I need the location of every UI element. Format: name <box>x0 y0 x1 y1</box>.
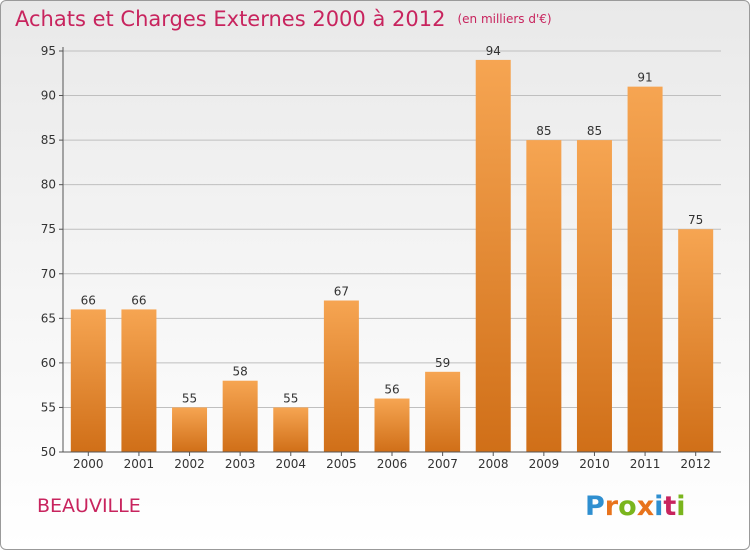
y-tick-label: 65 <box>41 311 56 325</box>
data-label: 66 <box>131 293 146 307</box>
bar-2000 <box>70 309 106 452</box>
data-label: 75 <box>688 213 703 227</box>
y-tick-label: 55 <box>41 400 56 414</box>
logo-letter: x <box>636 491 655 522</box>
data-label: 91 <box>637 71 652 85</box>
x-tick-label: 2010 <box>579 457 610 471</box>
x-tick-label: 2005 <box>326 457 357 471</box>
chart-title: Achats et Charges Externes 2000 à 2012 (e… <box>15 7 552 31</box>
bar-2008 <box>475 59 511 453</box>
data-label: 94 <box>486 44 501 58</box>
bars <box>70 59 714 453</box>
bar-2004 <box>273 407 309 452</box>
data-label: 67 <box>334 285 349 299</box>
bar-2001 <box>121 309 157 452</box>
proxiti-logo: Proxiti <box>585 491 686 522</box>
x-tick-label: 2002 <box>174 457 205 471</box>
data-label: 85 <box>536 124 551 138</box>
x-tick-label: 2004 <box>275 457 306 471</box>
y-tick-label: 95 <box>41 44 56 58</box>
y-tick-label: 80 <box>41 178 56 192</box>
y-tick-label: 85 <box>41 133 56 147</box>
data-label: 58 <box>233 365 248 379</box>
y-tick-label: 75 <box>41 222 56 236</box>
data-label: 59 <box>435 356 450 370</box>
axes <box>59 47 721 456</box>
logo-letter: P <box>585 491 605 522</box>
bar-2010 <box>576 140 612 452</box>
gridlines <box>63 50 721 408</box>
labels: 50 55 60 65 70 75 80 85 90 95 66 2000 66 2001 55 2002 58… <box>41 44 711 471</box>
chart-subtitle: (en milliers d'€) <box>457 12 552 26</box>
x-tick-label: 2012 <box>680 457 711 471</box>
bar-2003 <box>222 380 258 452</box>
data-label: 55 <box>283 391 298 405</box>
x-tick-label: 2009 <box>529 457 560 471</box>
x-tick-label: 2001 <box>124 457 155 471</box>
bar-2007 <box>425 371 461 452</box>
y-tick-label: 70 <box>41 267 56 281</box>
logo-letter: t <box>663 491 677 522</box>
town-name: BEAUVILLE <box>37 495 141 517</box>
data-label: 85 <box>587 124 602 138</box>
bar-2011 <box>627 86 663 453</box>
x-tick-label: 2011 <box>630 457 661 471</box>
x-tick-label: 2007 <box>427 457 458 471</box>
data-label: 66 <box>81 293 96 307</box>
y-tick-label: 50 <box>41 445 56 459</box>
y-tick-label: 60 <box>41 356 56 370</box>
x-tick-label: 2008 <box>478 457 509 471</box>
logo-letter: i <box>654 491 664 522</box>
logo-letter: o <box>618 491 637 522</box>
logo-letter: i <box>676 491 686 522</box>
data-label: 55 <box>182 391 197 405</box>
x-tick-label: 2006 <box>377 457 408 471</box>
logo-letter: r <box>604 491 619 522</box>
bar-2006 <box>374 398 410 452</box>
bar-2005 <box>323 300 359 452</box>
bar-2012 <box>678 229 714 452</box>
title-text: Achats et Charges Externes 2000 à 2012 <box>15 7 446 31</box>
bar-2009 <box>526 140 562 452</box>
x-tick-label: 2000 <box>73 457 104 471</box>
x-tick-label: 2003 <box>225 457 256 471</box>
y-tick-label: 90 <box>41 89 56 103</box>
data-label: 56 <box>384 383 399 397</box>
bar-2002 <box>172 407 208 452</box>
